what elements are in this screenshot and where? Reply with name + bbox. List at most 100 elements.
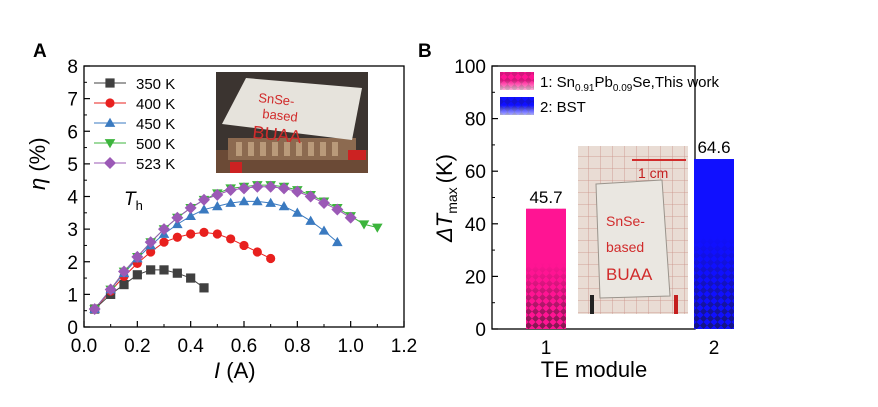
panel-b-ytick-label: 60 [465,162,486,183]
panel-b-xtick-label: 1 [541,338,552,359]
panel-a-xlabel-unit: (A) [226,358,255,383]
panel-a-xtick-label: 0.6 [231,336,257,357]
data-point-450K [305,215,316,225]
panel-a-ytick-label: 7 [67,90,78,111]
data-point-523K [184,201,197,214]
data-point-400K [252,247,262,257]
legend-title: Th [124,189,143,213]
legend-title-symbol: T [124,189,137,210]
panel-b-ylabel-unit: (K) [432,154,457,183]
data-point-400K [172,232,182,242]
photo-a-line1: SnSe- [258,90,296,109]
data-point-400K [159,237,169,247]
data-point-523K [318,197,330,210]
panel-a-ylabel: η (%) [25,137,50,190]
data-point-350K [172,268,182,278]
data-point-523K [88,303,101,316]
data-point-350K [132,270,142,280]
panel-a-ytick-label: 6 [67,122,78,143]
data-point-350K [186,273,196,283]
panel-a-ytick-label: 8 [67,57,78,78]
data-point-400K [266,253,276,264]
panel-a-xtick-label: 0.8 [284,336,310,357]
photo-a-line2: based [262,106,299,125]
data-point-450K [278,200,290,211]
legend-marker-450K [104,117,116,127]
data-point-450K [332,236,343,247]
panel-b-label: B [418,41,432,62]
data-point-523K [331,203,344,216]
panel-a-ylabel-symbol: η [25,178,50,190]
data-point-523K [224,183,237,196]
bar-value-label-1: 45.7 [529,188,562,207]
panel-a-label: A [33,41,47,62]
panel-a-ticks: 0.0 0.2 0.4 0.6 0.8 1.0 1.2 0 1 2 3 4 5 6 7 8 [67,57,417,357]
data-point-450K [292,207,303,217]
module-photo-b: 1 cm SnSe- based BUAA [578,146,688,314]
data-point-450K [238,196,250,206]
data-point-450K [252,196,263,206]
panel-a-ytick-label: 4 [67,188,78,209]
legend-label-523K: 523 K [136,156,175,173]
legend-label-350K: 350 K [136,76,175,93]
panel-b-ylabel: ΔTmax (K) [432,154,460,243]
panel-b-legend: 1: Sn0.91Pb0.09Se,This work 2: BST [500,72,720,116]
panel-a-ytick-label: 2 [67,253,78,274]
bar-2 [694,159,734,329]
data-point-523K [104,283,117,296]
data-point-350K [119,279,129,290]
data-point-523K [158,223,170,236]
panel-a-xtick-label: 0.0 [71,336,97,357]
legend-marker-500K [104,139,116,149]
series-line-450K [94,200,338,310]
module-photo-a: SnSe- based BUAA [216,72,368,173]
panel-b-ylabel-symbol: ΔT [432,212,457,243]
data-point-450K [225,197,236,207]
panel-b-ytick-label: 40 [465,215,486,236]
data-point-450K [318,225,330,235]
data-point-350K [159,265,169,275]
panel-a-xlabel-symbol: I [214,358,220,383]
data-point-400K [146,247,156,257]
photo-b-line3: BUAA [606,265,653,284]
data-point-400K [186,229,196,239]
data-point-400K [239,240,249,251]
legend-marker-350K [105,78,115,88]
photo-b-line1: SnSe- [606,213,645,229]
data-point-400K [199,227,209,237]
legend-swatch-1-texture [500,72,534,90]
data-point-450K [198,204,210,214]
data-point-523K [118,265,130,278]
data-point-523K [264,180,277,193]
data-point-523K [304,190,317,203]
data-point-523K [238,182,250,195]
legend-marker-400K [105,98,115,108]
data-point-350K [199,283,209,293]
data-point-523K [131,250,144,263]
panel-a-ytick-label: 3 [67,220,78,241]
panel-b-chart: 0 20 40 60 80 100 1 2 45.7 64.6 1 cm SnSe- based… [432,57,734,382]
data-point-400K [226,234,236,244]
data-point-523K [291,185,304,198]
panel-b-xlabel: TE module [541,357,647,382]
legend-label-1: 1: Sn0.91Pb0.09Se,This work [540,74,720,94]
panel-a-xlabel: I (A) [214,358,256,383]
panel-a-legend: 350 K 400 K 450 K 500 K 523 K Th [94,76,175,213]
data-point-350K [146,265,156,275]
legend-1-prefix: 1: Sn [540,74,575,91]
data-point-523K [198,193,210,206]
legend-label-400K: 400 K [136,96,175,113]
legend-marker-523K [104,157,116,169]
legend-title-sub: h [136,198,143,213]
data-point-400K [212,229,222,239]
panel-b-ytick-label: 20 [465,267,486,288]
panel-a-xtick-label: 1.2 [391,336,417,357]
panel-b-ytick-label: 100 [454,57,486,78]
data-point-523K [251,180,264,193]
legend-1-sub1: 0.91 [575,83,595,94]
panel-a-xtick-label: 0.2 [124,336,150,357]
panel-a-ytick-label: 1 [67,285,78,306]
panel-a-ylabel-unit: (%) [25,137,50,171]
legend-label-2: 2: BST [540,99,586,116]
